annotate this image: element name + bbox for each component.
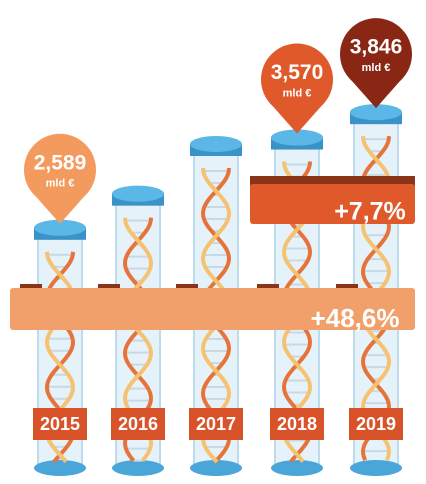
tube-base xyxy=(190,460,242,476)
year-band xyxy=(189,408,243,440)
value-label: 2,589 xyxy=(34,151,87,174)
tube-cap xyxy=(112,185,164,202)
value-label: 3,846 xyxy=(350,36,403,59)
year-label: 2015 xyxy=(40,414,80,434)
growth-band xyxy=(250,184,415,224)
year-label: 2019 xyxy=(356,414,396,434)
value-unit: mld € xyxy=(362,62,391,74)
year-band xyxy=(33,408,87,440)
year-band xyxy=(111,408,165,440)
value-unit: mld € xyxy=(46,178,75,190)
year-band xyxy=(349,408,403,440)
year-label: 2016 xyxy=(118,414,158,434)
value-unit: mld € xyxy=(283,87,312,99)
value-label: 3,570 xyxy=(271,61,324,84)
tube-base xyxy=(271,460,323,476)
bands: +48,6% +7,7% xyxy=(10,176,415,333)
pin xyxy=(340,18,412,91)
year-label: 2017 xyxy=(196,414,236,434)
growth-label: +48,6% xyxy=(311,303,400,333)
tube-base xyxy=(34,460,86,476)
tube-cap xyxy=(350,104,402,121)
pin xyxy=(261,43,333,116)
pin xyxy=(24,133,96,206)
front: 2015 2,589 mld € 2016 2017 2018 3,570 mld € 2019… xyxy=(24,18,412,440)
year-label: 2018 xyxy=(277,414,317,434)
growth-band xyxy=(10,288,415,330)
year-band xyxy=(270,408,324,440)
tube-cap xyxy=(34,219,86,236)
tube-cap xyxy=(271,129,323,146)
growth-label: +7,7% xyxy=(334,198,406,226)
tube-base xyxy=(350,460,402,476)
tube-cap xyxy=(190,136,242,152)
tube-base xyxy=(112,460,164,476)
